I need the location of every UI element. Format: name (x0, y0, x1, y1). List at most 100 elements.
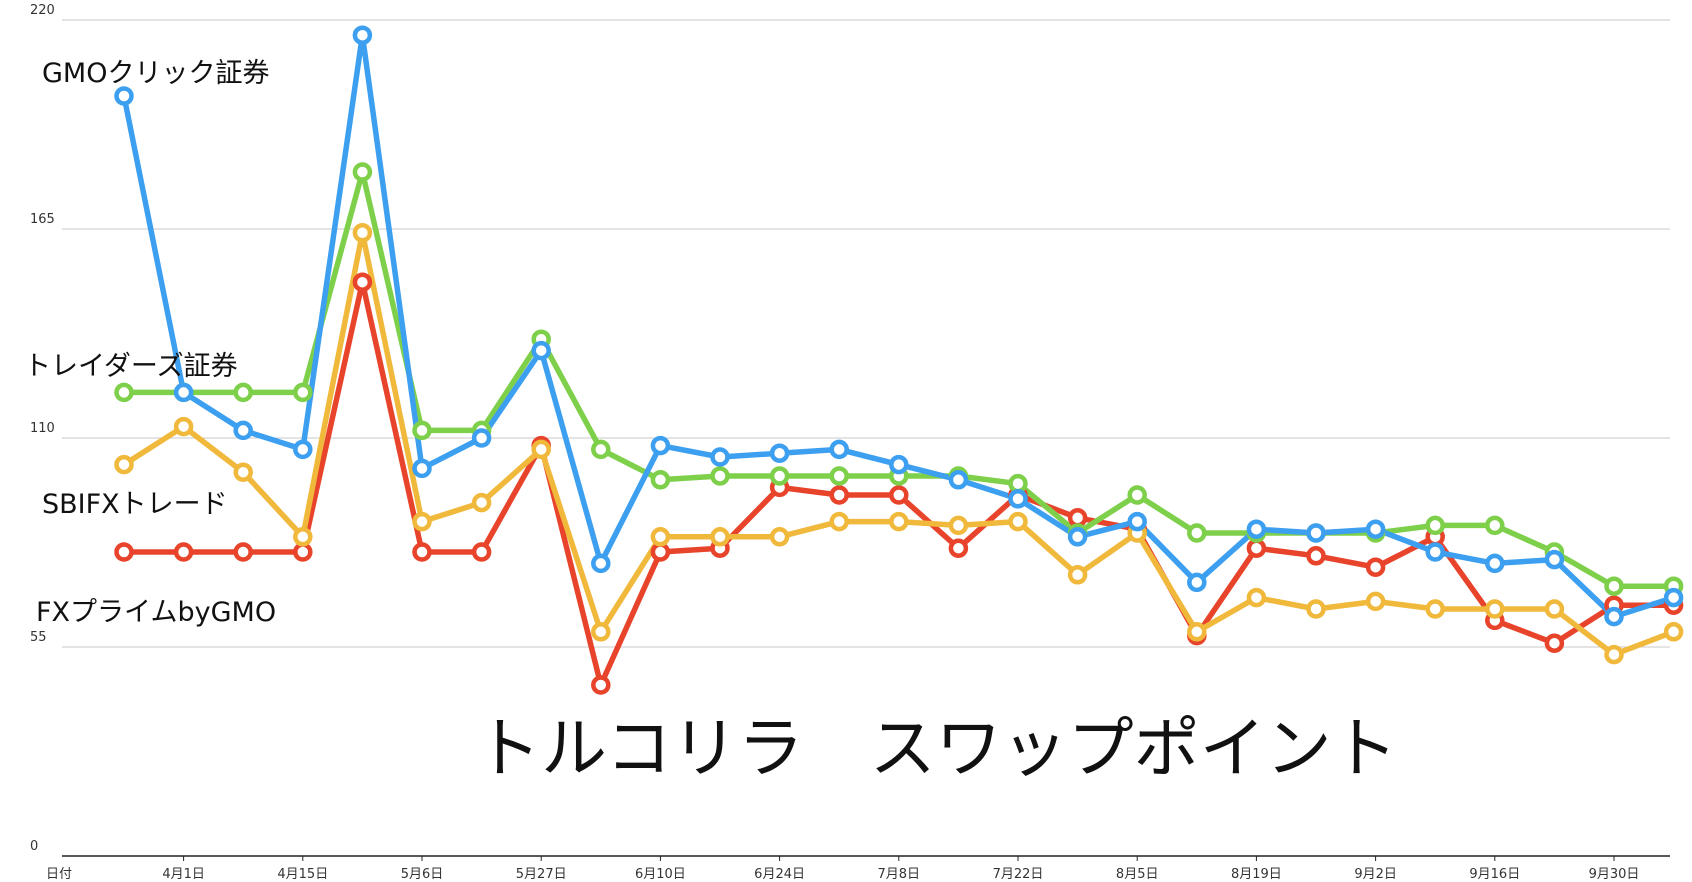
data-point (829, 466, 849, 486)
data-point (1067, 508, 1088, 528)
data-point (114, 382, 134, 403)
data-point (173, 542, 194, 562)
data-point (769, 527, 790, 547)
data-point (352, 272, 373, 292)
y-tick-label: 165 (30, 212, 55, 227)
data-point (1544, 599, 1565, 619)
data-point (1365, 557, 1386, 577)
data-point (1604, 644, 1624, 665)
data-point (591, 439, 611, 460)
data-point (531, 439, 551, 460)
data-point (710, 527, 730, 547)
data-point (650, 435, 671, 456)
data-point (591, 675, 611, 695)
data-point (412, 511, 432, 532)
data-point (769, 466, 790, 486)
data-point (233, 542, 253, 562)
data-point (233, 382, 253, 403)
data-point (1067, 527, 1088, 547)
data-point (1425, 542, 1445, 562)
data-point (948, 515, 969, 536)
data-point (1485, 599, 1505, 619)
data-point (650, 470, 671, 490)
x-tick-label: 7月8日 (878, 867, 921, 882)
data-point (293, 439, 313, 460)
x-tick-label: 4月15日 (277, 867, 328, 882)
x-tick-label: 6月10日 (635, 867, 686, 882)
data-point (233, 420, 253, 441)
data-point (1008, 473, 1028, 494)
data-point (352, 162, 373, 182)
data-point (173, 382, 194, 403)
data-point (889, 454, 909, 475)
data-point (1067, 565, 1088, 585)
x-tick-label: 9月30日 (1589, 867, 1640, 882)
data-point (471, 542, 492, 562)
x-tick-label: 8月19日 (1231, 867, 1282, 882)
data-point (352, 223, 373, 243)
x-tick-label: 7月22日 (993, 867, 1044, 882)
data-point (650, 527, 671, 547)
y-tick-label: 110 (30, 421, 55, 436)
series-label: SBIFXトレード (42, 489, 228, 520)
data-point (1187, 572, 1207, 593)
data-point (1306, 546, 1326, 566)
data-point (1306, 523, 1326, 543)
data-point (1485, 515, 1505, 536)
data-point (829, 511, 849, 532)
data-point (412, 458, 432, 479)
y-tick-label: 55 (30, 630, 47, 645)
data-point (293, 382, 313, 403)
data-point (1604, 576, 1624, 596)
data-point (769, 443, 790, 463)
data-point (1246, 519, 1267, 539)
data-point (591, 553, 611, 574)
data-point (1008, 489, 1028, 509)
data-point (889, 485, 909, 505)
data-point (1663, 587, 1684, 608)
y-tick-label: 0 (30, 839, 38, 854)
data-point (1187, 622, 1207, 642)
data-point (1365, 591, 1386, 612)
series-label: FXプライムbyGMO (36, 597, 276, 628)
data-point (1544, 633, 1565, 653)
data-point (1485, 553, 1505, 574)
data-point (948, 470, 969, 490)
data-point (114, 542, 134, 562)
x-tick-label: 9月2日 (1354, 867, 1397, 882)
x-tick-label: 5月6日 (401, 867, 444, 882)
data-point (293, 542, 313, 562)
axes: 0 55 110 165 220 日付 4月1日 4月15日 5月6日 5月27日 6月10日 6月2… (30, 3, 1670, 882)
data-point (829, 439, 849, 460)
series-label: GMOクリック証券 (42, 58, 269, 89)
data-point (1604, 606, 1624, 627)
data-point (173, 416, 194, 437)
data-point (948, 538, 969, 558)
data-point (829, 485, 849, 505)
x-tick-label: 5月27日 (516, 867, 567, 882)
data-point (650, 542, 671, 562)
data-point (471, 428, 492, 448)
series-points (114, 25, 1684, 695)
data-point (471, 492, 492, 513)
data-point (1306, 599, 1326, 619)
x-tick-label: 4月1日 (162, 867, 205, 882)
data-point (233, 462, 253, 482)
x-tick-label: 8月5日 (1116, 867, 1159, 882)
data-point (889, 511, 909, 532)
series-line (121, 230, 1677, 658)
data-point (293, 527, 313, 547)
data-point (591, 622, 611, 642)
data-point (412, 420, 432, 441)
data-point (531, 340, 551, 361)
series-lines (121, 32, 1677, 688)
x-tick-label: 6月24日 (754, 867, 805, 882)
data-point (1425, 515, 1445, 536)
data-point (1187, 523, 1207, 543)
data-point (1425, 599, 1445, 619)
data-point (1663, 622, 1684, 642)
x-tick-label: 9月16日 (1469, 867, 1520, 882)
data-point (1544, 549, 1565, 570)
